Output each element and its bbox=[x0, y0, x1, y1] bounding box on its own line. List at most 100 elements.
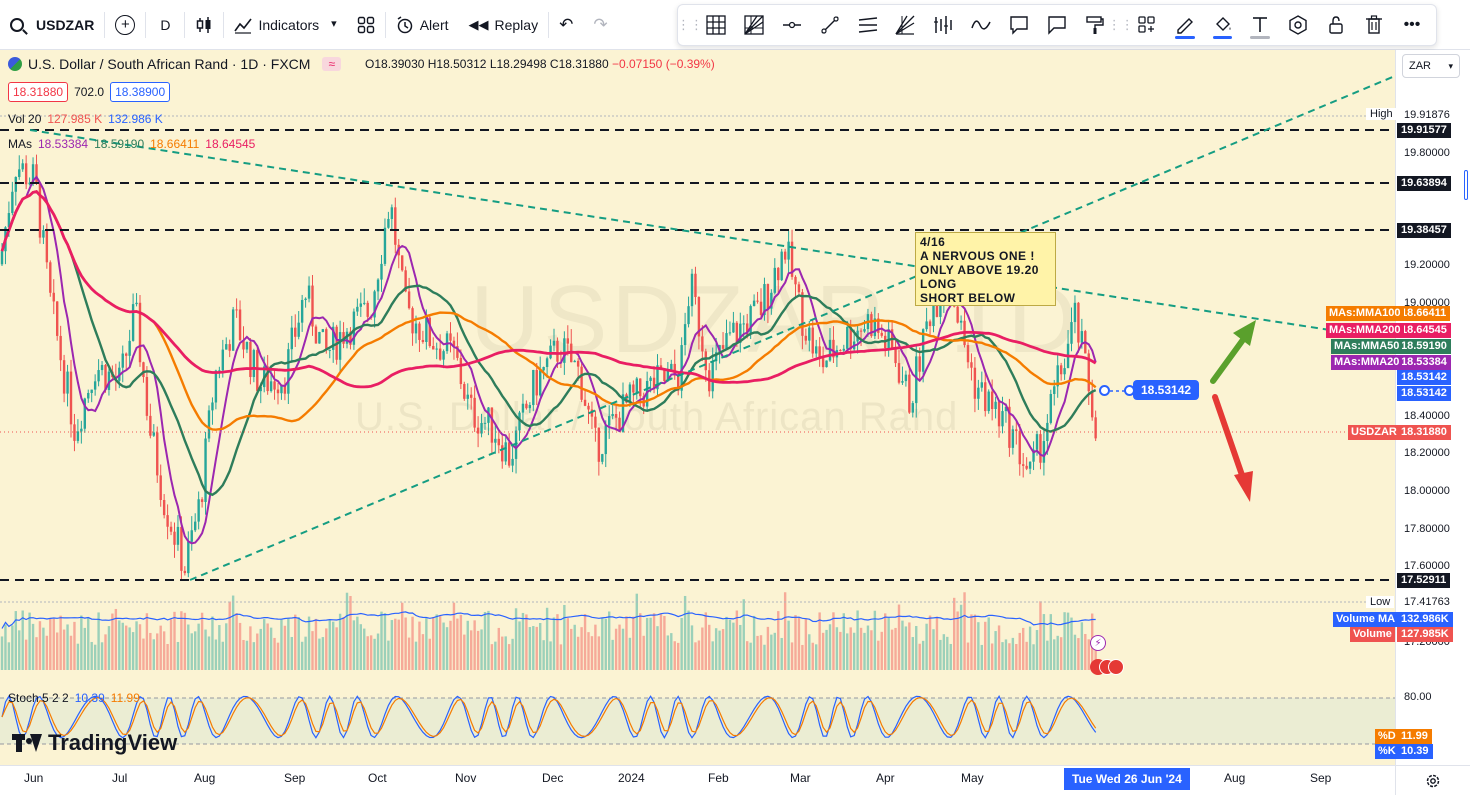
candle-body bbox=[666, 370, 670, 382]
stoch-d-line bbox=[1, 696, 1097, 738]
ma50-name-tag: MAs:MMA50 bbox=[1331, 339, 1403, 354]
stoch-indicator-name[interactable]: Stoch 5 2 2 bbox=[8, 691, 69, 705]
volume-bar bbox=[842, 613, 845, 670]
candle-body bbox=[704, 351, 707, 371]
candle-body bbox=[21, 163, 24, 170]
volume-bar bbox=[697, 640, 701, 670]
volume-bar bbox=[566, 618, 569, 670]
add-element-button[interactable] bbox=[1129, 8, 1165, 42]
chart-pane[interactable]: USDZAR, 1D U.S. Dollar / South African R… bbox=[0, 50, 1395, 765]
parallel-channel-button[interactable] bbox=[850, 8, 886, 42]
volume-bar bbox=[663, 616, 666, 670]
candle-body bbox=[107, 371, 111, 391]
candle-body bbox=[404, 270, 407, 292]
more-options-button[interactable]: ••• bbox=[1394, 8, 1430, 42]
candle-body bbox=[911, 403, 914, 413]
candle-body bbox=[711, 361, 714, 392]
grid-table-icon bbox=[706, 15, 726, 35]
fill-color-button[interactable] bbox=[1205, 8, 1241, 42]
volume-bar bbox=[901, 620, 904, 670]
us-flag-event-icon[interactable] bbox=[1108, 659, 1124, 675]
buy-price[interactable]: 18.38900 bbox=[110, 82, 171, 102]
volume-value-1: 127.985 K bbox=[47, 112, 103, 126]
volume-bar bbox=[708, 624, 711, 670]
trend-line-button[interactable] bbox=[812, 8, 848, 42]
candle-body bbox=[249, 341, 252, 378]
ma-line[interactable] bbox=[0, 190, 1097, 389]
redo-button[interactable]: ↷ bbox=[583, 8, 617, 42]
symbol-search-button[interactable]: USDZAR bbox=[0, 8, 104, 42]
scroll-edge-marker[interactable] bbox=[1464, 170, 1468, 200]
chart-type-button[interactable] bbox=[185, 8, 223, 42]
volume-bar bbox=[463, 634, 466, 670]
candle-body bbox=[252, 350, 256, 378]
lock-button[interactable] bbox=[1318, 8, 1354, 42]
volume-bar bbox=[231, 595, 235, 670]
gann-box-button[interactable] bbox=[736, 8, 772, 42]
candle-body bbox=[204, 438, 207, 502]
sell-price[interactable]: 18.31880 bbox=[8, 82, 69, 102]
ray-price-label[interactable]: 18.53142 bbox=[1133, 380, 1200, 400]
time-scale[interactable]: Tue Wed 26 Jun '24 Jun Jul Aug Sep Oct Nov Dec… bbox=[0, 765, 1395, 795]
candle-body bbox=[452, 340, 456, 347]
text-note[interactable]: 4/16 A NERVOUS ONE ! ONLY ABOVE 19.20 LO… bbox=[915, 232, 1056, 306]
volume-bar bbox=[839, 631, 842, 670]
price-scale[interactable]: ZAR ▾ 19.80000 19.20000 19.00000 18.4000… bbox=[1395, 50, 1470, 765]
volume-indicator-name[interactable]: Vol 20 bbox=[8, 112, 42, 126]
ma-line[interactable] bbox=[0, 190, 1097, 497]
candle-body bbox=[873, 318, 877, 337]
time-tick: Sep bbox=[284, 771, 306, 785]
green-up-arrow[interactable] bbox=[1210, 320, 1256, 384]
drawing-toolbar: ⋮⋮ bbox=[677, 4, 1437, 46]
volume-bar bbox=[4, 624, 7, 670]
bars-pattern-button[interactable] bbox=[925, 8, 961, 42]
volume-bar bbox=[770, 634, 773, 670]
ray-handle-start[interactable] bbox=[1099, 385, 1110, 396]
ascending-trendline[interactable] bbox=[189, 75, 1395, 581]
tradingview-logo[interactable]: TradingView bbox=[12, 730, 177, 756]
ma-line[interactable] bbox=[1, 175, 1097, 545]
stochastic-lines bbox=[1, 695, 1097, 739]
templates-button[interactable] bbox=[347, 8, 385, 42]
drag-handle-icon[interactable]: ⋮⋮ bbox=[677, 17, 703, 32]
text-color-button[interactable] bbox=[1242, 8, 1278, 42]
volume-bar bbox=[169, 619, 173, 670]
candle-body bbox=[273, 381, 276, 390]
paint-roller-button[interactable] bbox=[1077, 8, 1113, 42]
candle-body bbox=[135, 302, 138, 305]
volume-bar bbox=[1046, 640, 1049, 670]
volume-bar bbox=[214, 639, 218, 670]
volume-bar bbox=[704, 612, 707, 670]
callout-button[interactable] bbox=[1001, 8, 1037, 42]
symbol-title[interactable]: U.S. Dollar / South African Rand · 1D · … bbox=[28, 56, 311, 72]
settings-corner-button[interactable] bbox=[1395, 765, 1470, 795]
volume-bar bbox=[583, 613, 587, 670]
alert-button[interactable]: Alert bbox=[386, 8, 459, 42]
grid-tool-button[interactable] bbox=[698, 8, 734, 42]
delete-button[interactable] bbox=[1356, 8, 1392, 42]
curve-tool-button[interactable] bbox=[963, 8, 999, 42]
settings-button[interactable] bbox=[1280, 8, 1316, 42]
interval-button[interactable]: D bbox=[146, 8, 184, 42]
horizontal-ray-button[interactable] bbox=[774, 8, 810, 42]
red-down-arrow[interactable] bbox=[1212, 394, 1253, 502]
drag-handle-icon[interactable]: ⋮⋮ bbox=[1107, 17, 1134, 32]
volume-bar bbox=[104, 634, 107, 670]
price-chart-canvas[interactable] bbox=[0, 50, 1395, 765]
mas-indicator-name[interactable]: MAs bbox=[8, 137, 32, 151]
lightning-event-icon[interactable]: ⚡ bbox=[1090, 635, 1106, 651]
volume-bar bbox=[307, 616, 311, 670]
indicators-button[interactable]: Indicators ▾ bbox=[224, 8, 346, 42]
line-color-button[interactable] bbox=[1167, 8, 1203, 42]
volume-bar bbox=[87, 617, 90, 670]
currency-select[interactable]: ZAR ▾ bbox=[1402, 54, 1460, 78]
wave-status-icon[interactable]: ≈ bbox=[322, 57, 342, 71]
compare-button[interactable]: + bbox=[105, 8, 145, 42]
pitchfork-button[interactable] bbox=[887, 8, 923, 42]
descending-trendline[interactable] bbox=[29, 129, 1331, 331]
note-button[interactable] bbox=[1039, 8, 1075, 42]
undo-button[interactable]: ↶ bbox=[549, 8, 583, 42]
ma-line[interactable] bbox=[0, 190, 1097, 431]
volume-bar bbox=[835, 627, 839, 670]
replay-button[interactable]: ◀◀ Replay bbox=[459, 8, 549, 42]
